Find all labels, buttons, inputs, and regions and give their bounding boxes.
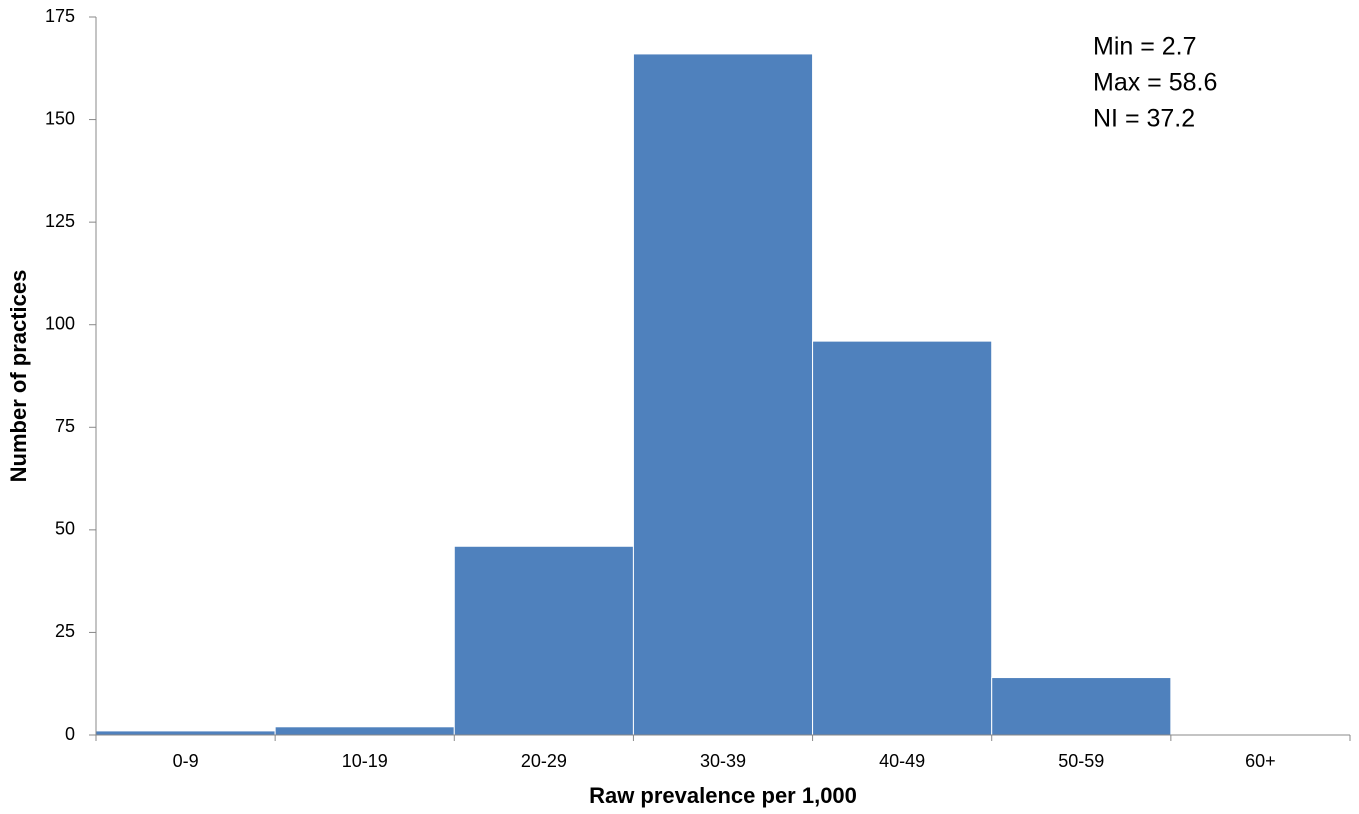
y-tick-label: 150 [45, 108, 75, 128]
bar [632, 53, 814, 736]
x-tick-label: 0-9 [173, 751, 199, 771]
annotation: Min = 2.7 [1093, 33, 1197, 61]
y-tick-label: 25 [55, 621, 75, 641]
y-tick-label: 75 [55, 416, 75, 436]
y-tick-label: 100 [45, 313, 75, 333]
bar [453, 545, 634, 736]
x-axis-title: Raw prevalence per 1,000 [589, 783, 857, 808]
x-tick-label: 50-59 [1058, 751, 1104, 771]
annotation: NI = 37.2 [1093, 105, 1195, 133]
bar [991, 677, 1172, 736]
y-axis-title: Number of practices [6, 270, 31, 483]
y-tick-label: 50 [55, 519, 75, 539]
x-tick-label: 10-19 [342, 751, 388, 771]
x-tick-label: 40-49 [879, 751, 925, 771]
bar [812, 340, 993, 736]
bar [274, 726, 455, 736]
x-tick-label: 20-29 [521, 751, 567, 771]
annotation: Max = 58.6 [1093, 69, 1217, 97]
y-tick-label: 0 [65, 724, 75, 744]
y-tick-label: 125 [45, 211, 75, 231]
x-tick-label: 30-39 [700, 751, 746, 771]
x-tick-label: 60+ [1245, 751, 1276, 771]
bar [95, 730, 276, 736]
y-tick-label: 175 [45, 6, 75, 26]
